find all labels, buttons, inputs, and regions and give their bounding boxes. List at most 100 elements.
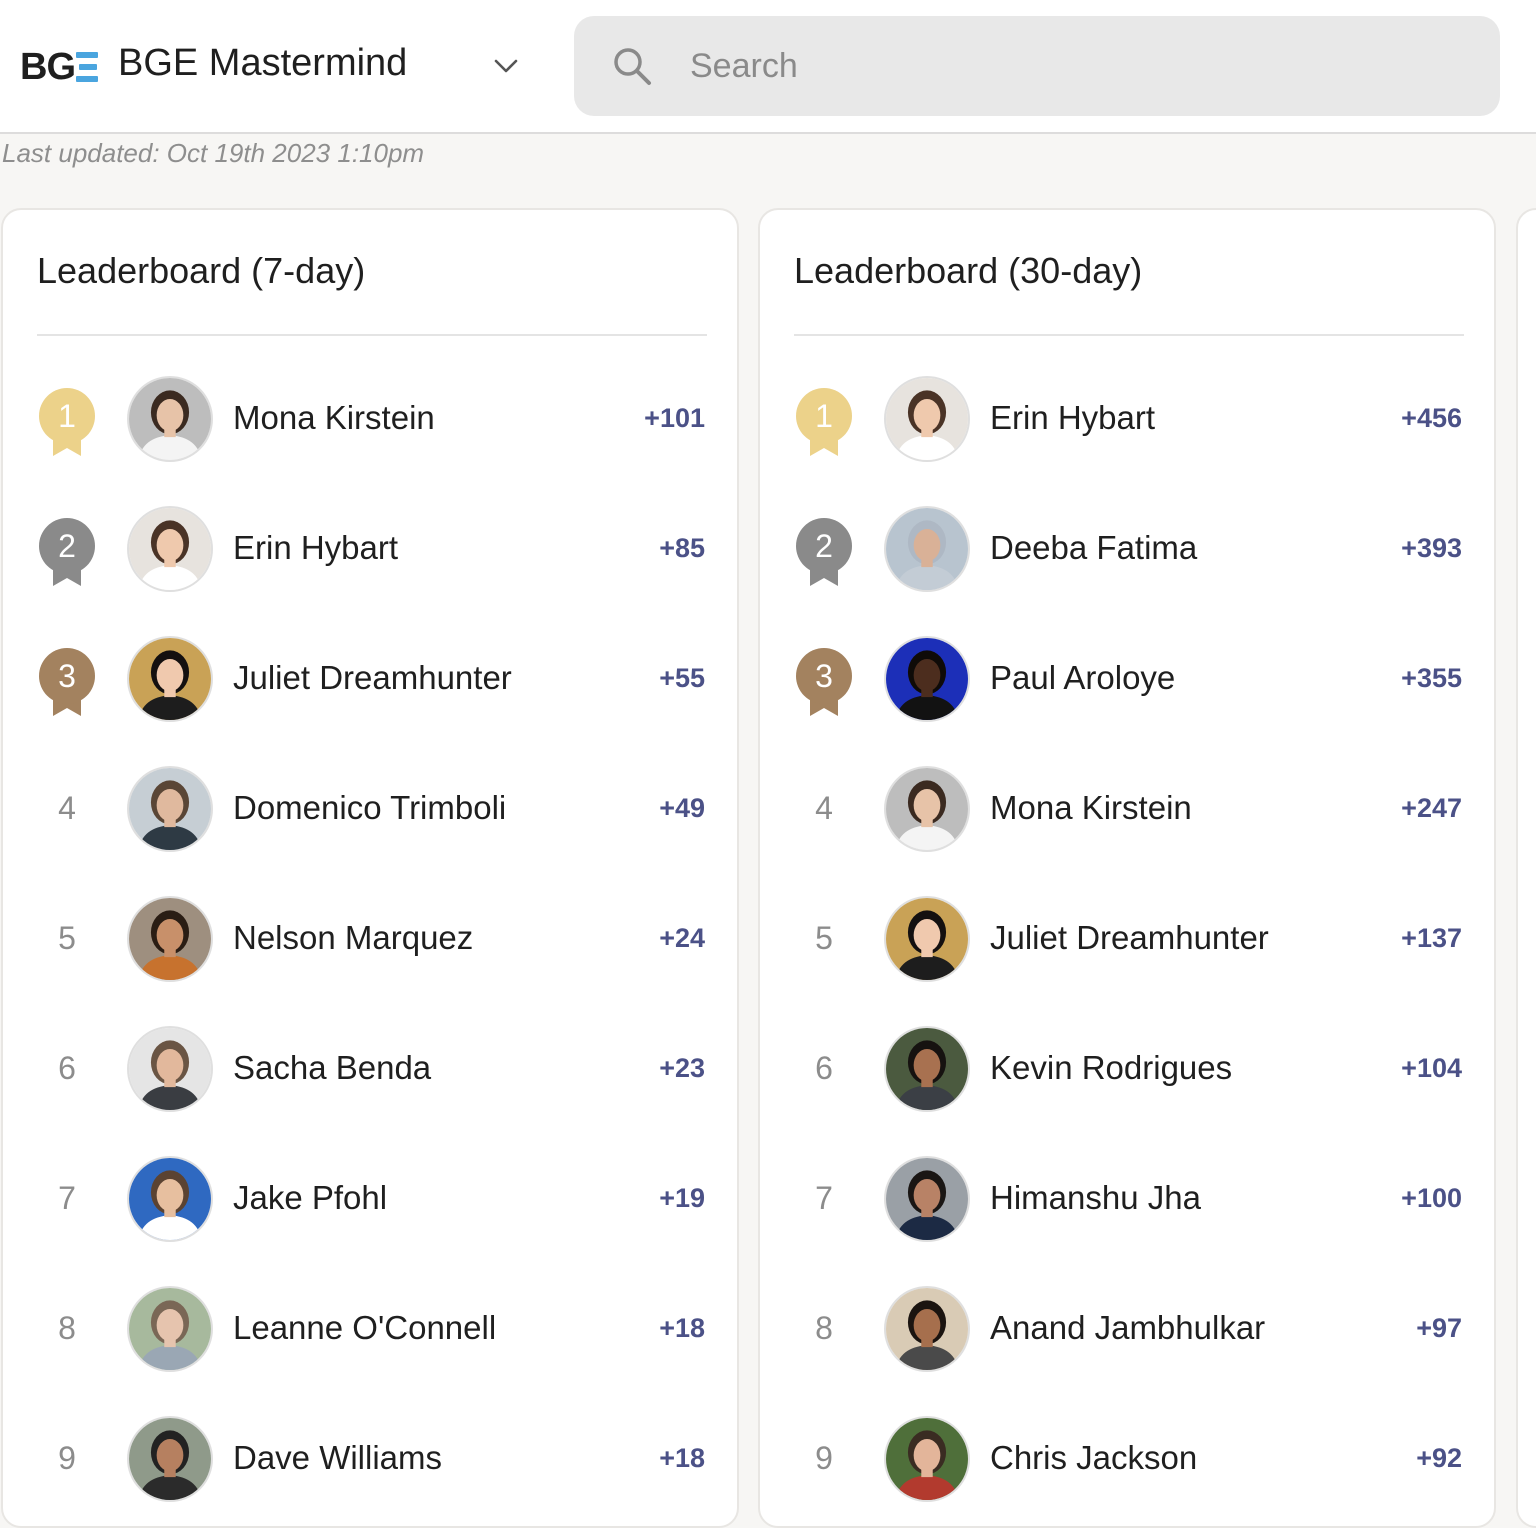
avatar[interactable] <box>884 376 970 462</box>
points-value: +19 <box>659 1183 705 1213</box>
avatar[interactable] <box>127 636 213 722</box>
leaderboard-row: 2 Deeba Fatima +393 <box>760 498 1496 598</box>
member-name[interactable]: Nelson Marquez <box>233 919 474 956</box>
points-value: +18 <box>659 1443 705 1473</box>
points-value: +85 <box>659 533 705 563</box>
avatar[interactable] <box>127 896 213 982</box>
rank-number: 3 <box>815 658 833 694</box>
avatar[interactable] <box>884 1026 970 1112</box>
member-name[interactable]: Jake Pfohl <box>233 1179 388 1216</box>
leaderboard-row: 2 Erin Hybart +85 <box>3 498 739 598</box>
person-avatar-icon <box>886 1028 968 1110</box>
avatar[interactable] <box>884 636 970 722</box>
member-name[interactable]: Deeba Fatima <box>990 529 1198 566</box>
rank-number: 2 <box>58 528 76 564</box>
avatar[interactable] <box>884 506 970 592</box>
member-name[interactable]: Erin Hybart <box>233 529 399 566</box>
rank-number: 1 <box>815 398 833 434</box>
avatar[interactable] <box>884 896 970 982</box>
member-name[interactable]: Mona Kirstein <box>233 399 435 436</box>
avatar[interactable] <box>884 1156 970 1242</box>
rank-number: 3 <box>58 658 76 694</box>
leaderboard-row: 1 Erin Hybart +456 <box>760 368 1496 468</box>
member-name[interactable]: Paul Aroloye <box>990 659 1176 696</box>
rank-number: 7 <box>58 1180 76 1216</box>
avatar[interactable] <box>884 1416 970 1502</box>
leaderboard-row: 6 Sacha Benda +23 <box>3 1018 739 1118</box>
person-avatar-icon <box>129 1158 211 1240</box>
member-name[interactable]: Leanne O'Connell <box>233 1309 497 1346</box>
member-name[interactable]: Chris Jackson <box>990 1439 1198 1476</box>
rank-number: 5 <box>58 920 76 956</box>
points-value: +355 <box>1401 663 1462 693</box>
rank-number: 5 <box>815 920 833 956</box>
points-value: +49 <box>659 793 705 823</box>
leaderboard-row: 8 Leanne O'Connell +18 <box>3 1278 739 1378</box>
member-name[interactable]: Kevin Rodrigues <box>990 1049 1233 1086</box>
avatar[interactable] <box>127 1416 213 1502</box>
points-value: +18 <box>659 1313 705 1343</box>
divider <box>794 334 1464 336</box>
rank-number: 6 <box>815 1050 833 1086</box>
person-avatar-icon <box>129 1028 211 1110</box>
person-avatar-icon <box>129 898 211 980</box>
search-input[interactable] <box>690 36 1450 96</box>
member-name[interactable]: Himanshu Jha <box>990 1179 1201 1216</box>
person-avatar-icon <box>886 378 968 460</box>
person-avatar-icon <box>886 1288 968 1370</box>
points-value: +92 <box>1416 1443 1462 1473</box>
points-value: +104 <box>1401 1053 1462 1083</box>
points-value: +55 <box>659 663 705 693</box>
member-name[interactable]: Anand Jambhulkar <box>990 1309 1266 1346</box>
avatar[interactable] <box>127 506 213 592</box>
points-value: +97 <box>1416 1313 1462 1343</box>
rank-number: 1 <box>58 398 76 434</box>
rank-number: 8 <box>815 1310 833 1346</box>
silver-medal-icon <box>796 518 852 586</box>
avatar[interactable] <box>884 1286 970 1372</box>
leaderboard-row: 3 Juliet Dreamhunter +55 <box>3 628 739 728</box>
logo-bars-icon <box>76 50 98 84</box>
member-name[interactable]: Domenico Trimboli <box>233 789 507 826</box>
chevron-down-icon[interactable] <box>490 50 522 82</box>
leaderboard-row: 9 Chris Jackson +92 <box>760 1408 1496 1508</box>
leaderboard-row: 1 Mona Kirstein +101 <box>3 368 739 468</box>
member-name[interactable]: Juliet Dreamhunter <box>233 659 512 696</box>
member-name[interactable]: Dave Williams <box>233 1439 443 1476</box>
rank-number: 9 <box>58 1440 76 1476</box>
member-name[interactable]: Mona Kirstein <box>990 789 1192 826</box>
points-value: +456 <box>1401 403 1462 433</box>
person-avatar-icon <box>886 898 968 980</box>
avatar[interactable] <box>884 766 970 852</box>
avatar[interactable] <box>127 766 213 852</box>
member-name[interactable]: Erin Hybart <box>990 399 1156 436</box>
search-bar[interactable] <box>574 16 1500 116</box>
logo-text: BG <box>20 45 76 88</box>
avatar[interactable] <box>127 376 213 462</box>
points-value: +247 <box>1401 793 1462 823</box>
person-avatar-icon <box>129 1418 211 1500</box>
group-name[interactable]: BGE Mastermind <box>118 42 408 84</box>
leaderboard-row: 7 Jake Pfohl +19 <box>3 1148 739 1248</box>
bronze-medal-icon <box>796 648 852 716</box>
points-value: +23 <box>659 1053 705 1083</box>
person-avatar-icon <box>129 508 211 590</box>
person-avatar-icon <box>129 378 211 460</box>
leaderboard-row: 5 Juliet Dreamhunter +137 <box>760 888 1496 988</box>
points-value: +393 <box>1401 533 1462 563</box>
top-bar: BG BGE Mastermind <box>0 0 1536 134</box>
avatar[interactable] <box>127 1156 213 1242</box>
avatar[interactable] <box>127 1286 213 1372</box>
member-name[interactable]: Sacha Benda <box>233 1049 432 1086</box>
leaderboard-title: Leaderboard (7-day) <box>37 250 366 291</box>
leaderboard-card-partial <box>1516 208 1536 1528</box>
leaderboard-row: 7 Himanshu Jha +100 <box>760 1148 1496 1248</box>
avatar[interactable] <box>127 1026 213 1112</box>
leaderboard-row: 8 Anand Jambhulkar +97 <box>760 1278 1496 1378</box>
bge-logo[interactable]: BG <box>20 44 98 90</box>
leaderboard-row: 3 Paul Aroloye +355 <box>760 628 1496 728</box>
last-updated-text: Last updated: Oct 19th 2023 1:10pm <box>2 138 425 168</box>
person-avatar-icon <box>129 768 211 850</box>
leaderboard-row: 4 Mona Kirstein +247 <box>760 758 1496 858</box>
member-name[interactable]: Juliet Dreamhunter <box>990 919 1269 956</box>
